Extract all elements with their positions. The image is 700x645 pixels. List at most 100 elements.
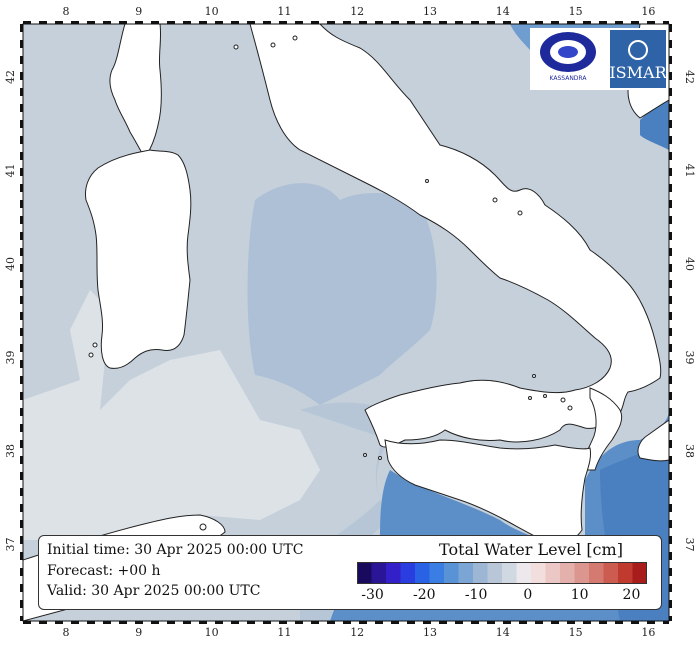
frame-tick: [669, 360, 672, 368]
island: [492, 197, 498, 203]
island: [199, 523, 207, 531]
lat-labels-right: 42 41 40 39 38 37: [683, 70, 696, 552]
frame-tick: [20, 408, 23, 416]
logo-left-text: KASSANDRA: [550, 75, 588, 82]
valid-time: Valid: 30 Apr 2025 00:00 UTC: [47, 583, 261, 599]
frame-tick: [20, 520, 23, 528]
frame-tick: [663, 21, 669, 24]
frame-tick: [247, 21, 255, 24]
lon-tick-label: 12: [350, 5, 364, 18]
frame-tick: [119, 21, 127, 24]
frame-tick: [519, 621, 527, 624]
info-legend-box: Initial time: 30 Apr 2025 00:00 UTC Fore…: [38, 535, 662, 610]
colorbar-tick-label: 10: [570, 587, 589, 603]
lat-labels-left: 42 41 40 39 38 37: [4, 70, 17, 552]
frame-tick: [20, 216, 23, 224]
frame-tick: [669, 456, 672, 464]
frame-tick: [263, 21, 271, 24]
logo-right-text: ISMAR: [609, 63, 667, 82]
logo-cnr-circle: KASSANDRA ISMAR: [540, 30, 668, 88]
frame-tick: [20, 24, 23, 32]
lon-tick-label: 9: [135, 626, 142, 639]
colorbar-swatch: [473, 562, 488, 584]
frame-tick: [439, 621, 447, 624]
frame-tick: [20, 200, 23, 208]
frame-tick: [87, 621, 95, 624]
logo-ismar-mark: [628, 40, 648, 60]
island: [543, 394, 547, 398]
frame-tick: [20, 344, 23, 352]
frame-tick: [669, 72, 672, 80]
frame-tick: [669, 232, 672, 240]
lat-tick-label: 37: [683, 538, 696, 552]
adriatic-shading: [640, 100, 669, 150]
frame-tick: [20, 152, 23, 160]
frame-tick: [20, 136, 23, 144]
frame-tick: [669, 344, 672, 352]
frame-tick: [669, 200, 672, 208]
frame-tick: [647, 621, 655, 624]
frame-tick: [567, 21, 575, 24]
lat-tick-label: 39: [4, 351, 17, 365]
colorbar-swatch: [531, 562, 546, 584]
frame-tick: [55, 21, 63, 24]
frame-tick: [669, 296, 672, 304]
frame-tick: [103, 621, 111, 624]
frame-tick: [20, 600, 23, 608]
frame-tick: [135, 621, 143, 624]
colorbar-tick-label: -30: [361, 587, 384, 603]
frame-tick: [20, 40, 23, 48]
lon-tick-label: 13: [423, 626, 437, 639]
frame-tick: [669, 424, 672, 432]
frame-tick: [375, 621, 383, 624]
frame-tick: [20, 104, 23, 112]
lon-tick-label: 15: [569, 5, 583, 18]
frame-tick: [407, 621, 415, 624]
lat-tick-label: 40: [683, 257, 696, 271]
colorbar-swatch: [429, 562, 445, 584]
frame-tick: [669, 184, 672, 192]
frame-tick: [20, 392, 23, 400]
colorbar-swatch: [502, 562, 517, 584]
frame-tick: [391, 21, 399, 24]
lon-tick-label: 11: [277, 5, 291, 18]
frame-tick: [375, 21, 383, 24]
frame-tick: [503, 621, 511, 624]
colorbar-swatch: [371, 562, 387, 584]
frame-tick: [311, 21, 319, 24]
frame-tick: [669, 216, 672, 224]
frame-tick: [669, 136, 672, 144]
frame-tick: [669, 104, 672, 112]
corsica: [109, 24, 162, 159]
frame-tick: [327, 621, 335, 624]
frame-tick: [20, 248, 23, 256]
island: [378, 456, 382, 460]
frame-tick: [583, 21, 591, 24]
frame-tick: [215, 621, 223, 624]
lon-tick-label: 12: [350, 626, 364, 639]
frame-tick: [669, 552, 672, 560]
lon-tick-label: 11: [277, 626, 291, 639]
frame-tick: [55, 621, 63, 624]
island: [270, 42, 276, 48]
lon-tick-label: 14: [496, 5, 510, 18]
lat-tick-label: 41: [683, 164, 696, 178]
frame-tick: [151, 21, 159, 24]
frame-tick: [669, 248, 672, 256]
frame-tick: [183, 621, 191, 624]
lon-labels-bottom: 8 9 10 11 12 13 14 15 16: [63, 626, 656, 639]
colorbar-swatch: [458, 562, 474, 584]
colorbar-swatch: [632, 562, 647, 584]
frame-tick: [669, 40, 672, 48]
lat-tick-label: 37: [4, 538, 17, 552]
frame-tick: [20, 184, 23, 192]
frame-tick: [199, 21, 207, 24]
greece-coast: [637, 419, 669, 462]
lon-tick-label: 10: [205, 626, 219, 639]
island: [560, 397, 566, 403]
frame-tick: [599, 21, 607, 24]
frame-tick: [631, 21, 639, 24]
island: [567, 405, 573, 411]
frame-tick: [359, 21, 367, 24]
frame-tick: [391, 621, 399, 624]
